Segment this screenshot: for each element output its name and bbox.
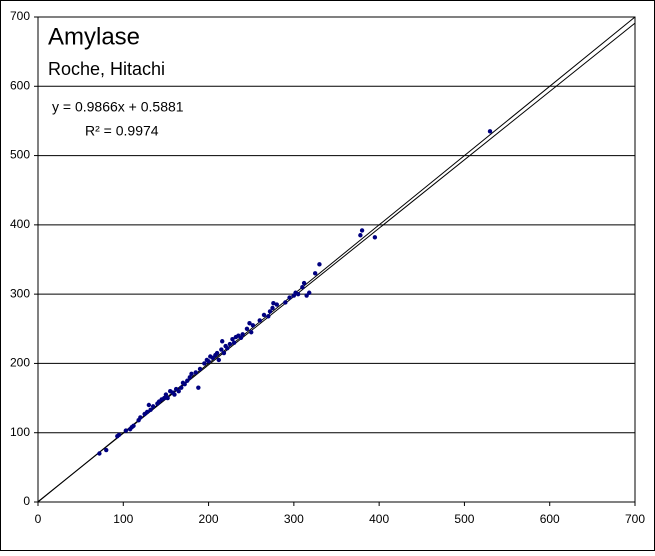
point — [162, 395, 167, 401]
point — [307, 290, 312, 295]
point — [261, 312, 267, 318]
point — [231, 340, 237, 345]
point — [267, 309, 273, 314]
point — [271, 300, 276, 306]
y-tick-label: 200 — [10, 356, 30, 370]
point — [104, 447, 109, 453]
point — [225, 345, 230, 351]
point — [301, 280, 307, 286]
point — [304, 293, 309, 298]
point — [219, 347, 224, 352]
point — [176, 388, 181, 394]
point — [163, 392, 169, 397]
point — [196, 385, 201, 390]
point — [123, 428, 129, 433]
point — [238, 335, 244, 340]
point — [150, 404, 156, 409]
x-tick-label: 100 — [113, 512, 133, 526]
chart-title: Amylase — [48, 23, 140, 50]
point — [131, 423, 136, 428]
point — [179, 385, 184, 390]
y-tick-label: 400 — [10, 217, 30, 231]
point — [358, 233, 363, 238]
point — [144, 409, 150, 415]
point — [148, 407, 153, 413]
point — [216, 357, 222, 363]
point — [359, 228, 365, 233]
point — [249, 330, 254, 335]
point — [116, 432, 122, 437]
point — [197, 366, 203, 372]
point — [240, 332, 245, 337]
y-tick-label: 100 — [10, 425, 30, 439]
equation: y = 0.9866x + 0.5881 — [52, 99, 184, 115]
point — [138, 415, 143, 420]
point — [227, 341, 233, 347]
point — [244, 326, 250, 331]
point — [287, 295, 292, 300]
point — [487, 129, 493, 134]
point — [266, 314, 271, 319]
point — [220, 339, 225, 344]
point — [189, 371, 194, 377]
y-tick-label: 600 — [10, 78, 30, 92]
point — [185, 378, 190, 383]
point — [221, 350, 227, 356]
x-tick-label: 400 — [369, 512, 389, 526]
point — [250, 323, 256, 328]
y-tick-label: 0 — [23, 494, 30, 508]
x-tick-label: 300 — [284, 512, 304, 526]
point — [214, 350, 220, 356]
y-tick-label: 300 — [10, 286, 30, 300]
point — [317, 262, 322, 267]
point — [283, 300, 288, 305]
y-tick-label: 500 — [10, 148, 30, 162]
point — [172, 392, 177, 397]
point — [146, 402, 152, 408]
point — [372, 235, 378, 240]
point — [257, 318, 262, 323]
point — [295, 291, 301, 297]
point — [206, 359, 211, 364]
chart-subtitle: Roche, Hitachi — [48, 59, 165, 79]
x-tick-label: 600 — [540, 512, 560, 526]
point — [187, 375, 193, 380]
point — [97, 451, 102, 456]
point — [182, 382, 187, 387]
point — [300, 285, 305, 290]
x-tick-label: 700 — [625, 512, 645, 526]
point — [165, 395, 170, 401]
r-squared: R² = 0.9974 — [85, 123, 159, 139]
x-tick-label: 500 — [454, 512, 474, 526]
point — [193, 370, 198, 375]
point — [247, 321, 252, 326]
point — [230, 336, 235, 342]
x-tick-label: 0 — [35, 512, 42, 526]
point — [274, 302, 279, 307]
x-tick-label: 200 — [199, 512, 219, 526]
point — [202, 361, 207, 366]
point — [270, 305, 275, 311]
y-tick-label: 700 — [10, 9, 30, 23]
point — [312, 271, 318, 276]
point — [210, 355, 216, 361]
